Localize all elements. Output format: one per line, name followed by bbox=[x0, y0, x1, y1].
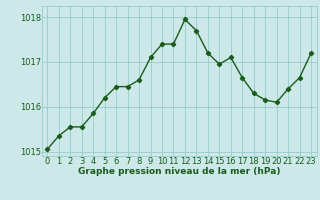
X-axis label: Graphe pression niveau de la mer (hPa): Graphe pression niveau de la mer (hPa) bbox=[78, 167, 280, 176]
